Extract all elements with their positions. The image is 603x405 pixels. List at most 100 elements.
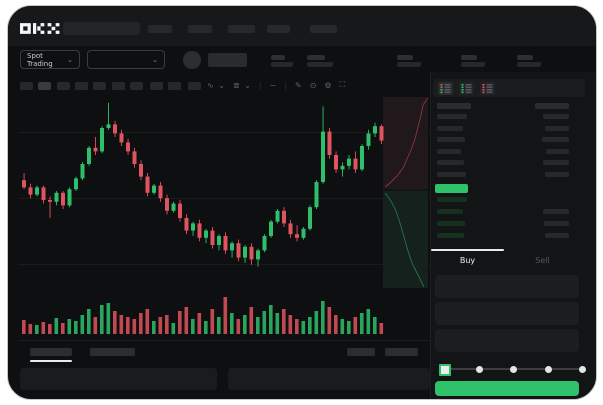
chart-tool-icon[interactable]: ≣ ⌄ [232, 80, 252, 90]
volume-bar [269, 305, 273, 334]
volume-bar [178, 311, 182, 334]
slider-stop[interactable] [475, 366, 483, 373]
ask-amount-bar[interactable] [543, 114, 569, 119]
slider-stop[interactable] [544, 366, 552, 373]
bottom-action-button[interactable] [347, 348, 375, 356]
chart-tool-icon[interactable]: ⊙ [309, 80, 318, 90]
volume-bar [204, 321, 208, 334]
candle-body [41, 187, 46, 200]
candle-body [353, 158, 358, 170]
candle-body [28, 187, 33, 195]
bid-price-bar[interactable] [437, 209, 463, 214]
ask-amount-bar[interactable] [546, 149, 569, 154]
candle-wick [95, 137, 96, 155]
timeframe-button[interactable] [93, 82, 106, 90]
chart-tool-icon[interactable]: ⛶ [339, 80, 347, 89]
volume-bar [236, 319, 241, 334]
bid-price-bar[interactable] [437, 233, 464, 238]
candle-body [126, 142, 130, 152]
bottom-tab[interactable] [30, 348, 72, 356]
timeframe-button[interactable] [188, 82, 201, 90]
volume-bar [308, 317, 312, 334]
chart-tool-icon[interactable]: ✎ [295, 80, 303, 90]
candle-body [152, 185, 156, 193]
stat-value [307, 62, 333, 67]
bottom-tab[interactable] [90, 348, 135, 356]
timeframe-button[interactable] [112, 82, 125, 90]
orderbook-toolbar [433, 79, 585, 97]
slider-stop[interactable] [510, 366, 517, 373]
slider-stop[interactable] [579, 366, 586, 373]
candle-body [35, 187, 39, 195]
volume-bar [353, 317, 358, 334]
timeframe-button[interactable] [75, 82, 88, 90]
candle-body [184, 218, 189, 231]
bid-amount-bar[interactable] [543, 209, 569, 214]
volume-bar [113, 311, 117, 334]
bid-price-bar[interactable] [437, 197, 467, 202]
market-type-dropdown[interactable]: Spot Trading ⌄ [20, 50, 80, 69]
volume-bar [249, 307, 254, 334]
chart-tool-icon[interactable]: ~ [269, 80, 278, 90]
gridline [18, 132, 430, 133]
bid-price-bar[interactable] [437, 221, 465, 226]
search-input[interactable] [63, 22, 140, 35]
ask-amount-bar[interactable] [542, 137, 569, 142]
candle-body [249, 246, 254, 260]
ask-price-bar[interactable] [437, 149, 461, 154]
timeframe-button[interactable] [38, 82, 51, 90]
stat-label [271, 55, 285, 60]
nav-item[interactable] [267, 25, 290, 33]
slider-handle[interactable] [439, 364, 451, 376]
amount-input[interactable] [435, 302, 579, 325]
candle-body [22, 180, 26, 188]
book-combined-icon[interactable] [438, 82, 453, 95]
volume-bar [327, 307, 332, 334]
ask-price-bar[interactable] [437, 172, 466, 177]
okx-logo[interactable] [20, 22, 60, 35]
volume-bar [61, 323, 65, 334]
chevron-down-icon: ⌄ [152, 55, 158, 64]
chart-tool-icon[interactable]: ⚙ [324, 80, 333, 90]
stat-label [397, 55, 413, 60]
book-bids-icon[interactable] [459, 82, 474, 95]
tab-buy-label: Buy [459, 255, 476, 265]
volume-bar [197, 313, 202, 334]
ask-price-bar[interactable] [437, 126, 463, 131]
ask-amount-bar[interactable] [545, 172, 569, 177]
total-input[interactable] [435, 329, 579, 352]
stat-value [271, 62, 293, 67]
volume-bar [80, 315, 85, 334]
ask-price-bar[interactable] [437, 160, 464, 165]
ask-price-bar[interactable] [437, 137, 465, 142]
nav-item[interactable] [228, 25, 255, 33]
pair-name-placeholder [208, 53, 247, 67]
ask-price-bar[interactable] [437, 114, 467, 119]
buy-button[interactable] [435, 381, 579, 396]
chart-tool-icon[interactable]: ∿ ⌄ [207, 80, 226, 90]
divider: | [284, 80, 289, 90]
bottom-action-button[interactable] [385, 348, 418, 356]
last-price-badge[interactable] [435, 184, 468, 193]
candle-body [373, 126, 377, 134]
bid-amount-bar[interactable] [545, 233, 569, 238]
timeframe-button[interactable] [150, 82, 163, 90]
timeframe-button[interactable] [130, 82, 143, 90]
price-input[interactable] [435, 275, 579, 298]
pair-selector-dropdown[interactable]: ⌄ [87, 50, 165, 69]
timeframe-button[interactable] [20, 82, 33, 90]
nav-item[interactable] [188, 25, 212, 33]
timeframe-button[interactable] [168, 82, 181, 90]
volume-bar [28, 324, 33, 334]
stat-value [517, 62, 541, 67]
book-asks-icon[interactable] [480, 82, 495, 95]
bid-amount-bar[interactable] [544, 221, 569, 226]
nav-item[interactable] [310, 25, 337, 33]
tab-sell[interactable]: Sell [506, 252, 579, 268]
tab-buy[interactable]: Buy [431, 252, 504, 268]
nav-item[interactable] [148, 25, 172, 33]
timeframe-button[interactable] [57, 82, 70, 90]
volume-bar [282, 309, 286, 334]
ask-amount-bar[interactable] [545, 126, 569, 131]
ask-amount-bar[interactable] [543, 160, 569, 165]
